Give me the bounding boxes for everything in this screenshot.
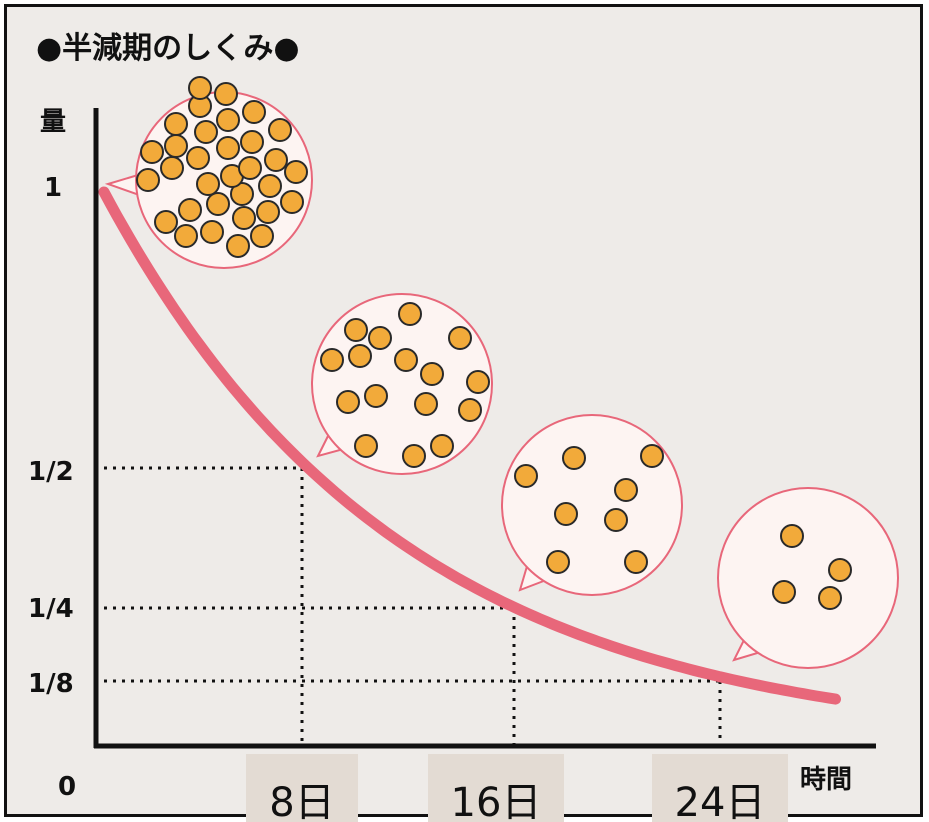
particle-32-11 (186, 146, 210, 170)
particle-bubble-8 (501, 414, 683, 596)
particle-32-5 (242, 100, 266, 124)
particle-32-21 (250, 224, 274, 248)
particle-8-4 (614, 478, 638, 502)
particle-16-7 (420, 362, 444, 386)
particle-4-3 (772, 580, 796, 604)
diagram-title: ●半減期のしくみ● (36, 31, 300, 66)
y-tick-label-eighth: 1/8 (28, 669, 74, 699)
particle-32-30 (232, 206, 256, 230)
particle-16-11 (414, 392, 438, 416)
particle-4-1 (780, 524, 804, 548)
particle-bubble-4 (717, 487, 899, 669)
particle-32-12 (216, 136, 240, 160)
particle-32-17 (154, 210, 178, 234)
particle-16-15 (430, 434, 454, 458)
particle-16-16 (348, 344, 372, 368)
particle-8-2 (562, 446, 586, 470)
x-tick-box-16 (428, 754, 564, 822)
particle-16-9 (336, 390, 360, 414)
particle-4-4 (818, 586, 842, 610)
particle-16-3 (448, 326, 472, 350)
x-tick-label-16: 16日 (451, 780, 542, 822)
decay-curve (98, 186, 841, 705)
particle-8-8 (624, 550, 648, 574)
particle-32-1 (140, 140, 164, 164)
particle-32-20 (230, 182, 254, 206)
origin-label: 0 (58, 772, 76, 802)
particle-32-4 (216, 108, 240, 132)
particle-8-7 (546, 550, 570, 574)
particle-32-13 (240, 130, 264, 154)
particle-32-18 (178, 198, 202, 222)
particle-32-31 (188, 76, 212, 100)
y-axis-label: 量 (40, 107, 66, 137)
particle-32-9 (136, 168, 160, 192)
particle-32-29 (238, 156, 262, 180)
particle-32-7 (284, 160, 308, 184)
y-tick-label-half: 1/2 (28, 457, 74, 487)
particle-32-10 (160, 156, 184, 180)
x-tick-box-24 (652, 754, 788, 822)
x-tick-box-8 (246, 754, 358, 822)
particle-16-12 (458, 398, 482, 422)
particle-16-10 (364, 384, 388, 408)
particle-16-5 (368, 326, 392, 350)
particle-16-2 (398, 302, 422, 326)
y-tick-label-quarter: 1/4 (28, 594, 74, 624)
particle-8-5 (554, 502, 578, 526)
particle-32-19 (206, 192, 230, 216)
particle-32-6 (268, 118, 292, 142)
particle-32-15 (258, 174, 282, 198)
particle-16-14 (402, 444, 426, 468)
particle-32-23 (200, 220, 224, 244)
particles-layer (136, 76, 852, 610)
particle-16-1 (344, 318, 368, 342)
particle-8-1 (514, 464, 538, 488)
particle-16-13 (354, 434, 378, 458)
particle-32-25 (194, 120, 218, 144)
particle-32-16 (256, 200, 280, 224)
particle-16-8 (466, 370, 490, 394)
guide-lines (104, 466, 722, 744)
x-axis-label: 時間 (800, 765, 852, 795)
particle-32-8 (280, 190, 304, 214)
particle-16-6 (394, 348, 418, 372)
particle-32-32 (214, 82, 238, 106)
particle-16-4 (320, 348, 344, 372)
particle-32-2 (164, 112, 188, 136)
y-tick-label-1: 1 (44, 173, 62, 203)
particle-32-14 (264, 148, 288, 172)
x-tick-label-8: 8日 (269, 780, 334, 822)
particle-4-2 (828, 558, 852, 582)
particle-32-24 (174, 224, 198, 248)
particle-8-6 (604, 508, 628, 532)
particle-32-27 (164, 134, 188, 158)
x-tick-label-24: 24日 (675, 780, 766, 822)
particle-32-22 (226, 234, 250, 258)
particle-32-28 (196, 172, 220, 196)
particle-8-3 (640, 444, 664, 468)
